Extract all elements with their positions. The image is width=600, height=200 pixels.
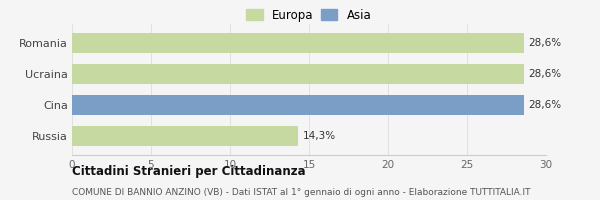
Text: 28,6%: 28,6% xyxy=(529,38,562,48)
Bar xyxy=(72,64,524,84)
Text: Cittadini Stranieri per Cittadinanza: Cittadini Stranieri per Cittadinanza xyxy=(72,165,305,178)
Bar xyxy=(72,33,524,53)
Text: 28,6%: 28,6% xyxy=(529,69,562,79)
Legend: Europa, Asia: Europa, Asia xyxy=(244,6,374,24)
Bar xyxy=(72,126,298,146)
Text: 28,6%: 28,6% xyxy=(529,100,562,110)
Text: 14,3%: 14,3% xyxy=(302,131,336,141)
Text: COMUNE DI BANNIO ANZINO (VB) - Dati ISTAT al 1° gennaio di ogni anno - Elaborazi: COMUNE DI BANNIO ANZINO (VB) - Dati ISTA… xyxy=(72,188,530,197)
Bar xyxy=(72,95,524,115)
